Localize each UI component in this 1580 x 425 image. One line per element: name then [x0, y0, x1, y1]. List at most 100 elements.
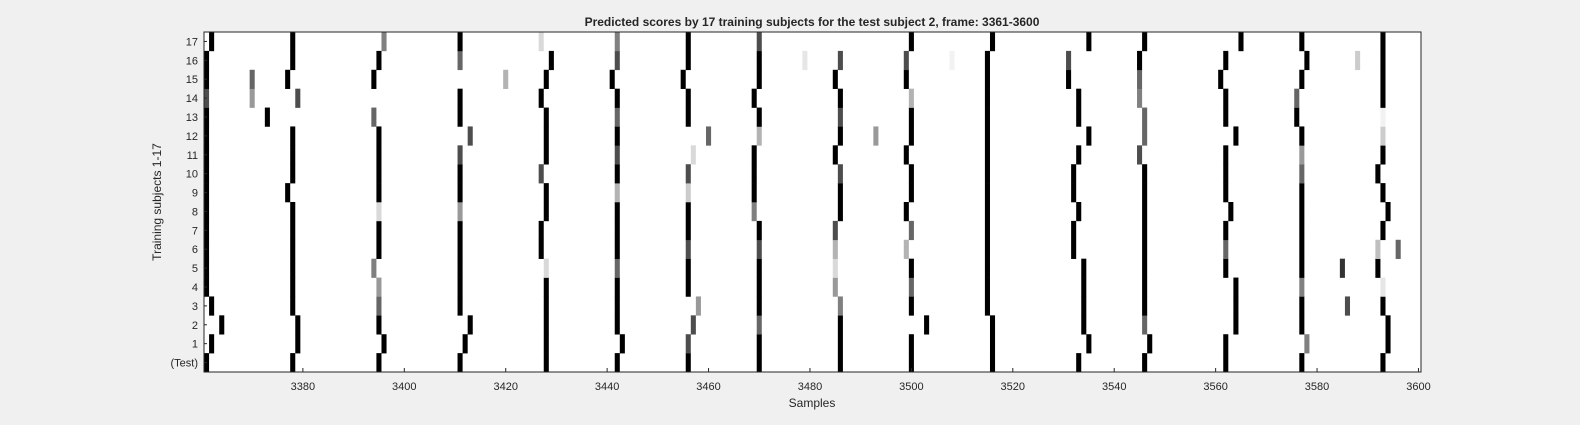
heatmap-cell: [614, 258, 620, 278]
plot-area: [204, 32, 1421, 372]
heatmap-cell: [989, 315, 996, 335]
y-tick-label: 7: [192, 225, 198, 237]
heatmap-cell: [685, 50, 691, 71]
heatmap-cell: [706, 126, 712, 146]
heatmap-cell: [457, 258, 463, 278]
heatmap-cell: [1299, 145, 1305, 165]
heatmap-cell: [1137, 88, 1143, 108]
heatmap-cell: [1071, 183, 1077, 203]
y-tick-label: 5: [192, 263, 198, 275]
heatmap-cell: [1299, 315, 1305, 335]
heatmap-cell: [1380, 145, 1386, 165]
heatmap-cell: [984, 277, 990, 297]
heatmap-cell: [457, 88, 463, 108]
heatmap-cell: [756, 277, 762, 297]
x-tick-label: 3520: [1001, 381, 1025, 393]
y-tick-label: 3: [192, 301, 198, 313]
heatmap-cell: [538, 88, 544, 108]
y-tick-label: 6: [192, 244, 198, 256]
heatmap-cell: [984, 88, 990, 108]
heatmap-cell: [1344, 296, 1351, 316]
heatmap-cell: [249, 69, 255, 89]
y-tick-label: 15: [186, 74, 198, 86]
heatmap-cell: [984, 69, 990, 89]
y-tick-label: 8: [192, 206, 198, 218]
heatmap-cell: [1142, 164, 1148, 184]
y-tick-label: (Test): [171, 358, 199, 370]
heatmap-cell: [614, 183, 620, 203]
heatmap-cell: [802, 50, 808, 71]
heatmap-cell: [1223, 145, 1229, 165]
heatmap-cell: [685, 239, 691, 259]
heatmap-cell: [832, 277, 838, 297]
heatmap-cell: [543, 334, 549, 354]
heatmap-cell: [908, 164, 914, 184]
heatmap-cell: [457, 164, 463, 184]
heatmap-cell: [1147, 334, 1153, 354]
heatmap-cell: [1380, 353, 1386, 373]
heatmap-cell: [457, 277, 463, 297]
heatmap-cell: [680, 69, 686, 89]
heatmap-cell: [1380, 296, 1386, 316]
heatmap-cell: [1375, 239, 1381, 259]
heatmap-cell: [543, 107, 549, 127]
heatmap-cell: [1380, 220, 1386, 241]
heatmap-cell: [756, 296, 762, 316]
heatmap-cell: [538, 239, 544, 259]
heatmap-cell: [543, 353, 549, 373]
heatmap-cell: [1385, 202, 1391, 222]
heatmap-cell: [376, 353, 382, 373]
heatmap-cell: [457, 239, 463, 259]
heatmap-cell: [1071, 220, 1077, 241]
heatmap-cell: [1081, 296, 1087, 316]
heatmap-cell: [690, 145, 696, 165]
heatmap-cell: [1375, 164, 1381, 184]
heatmap-cell: [1299, 277, 1305, 297]
heatmap-cell: [1223, 183, 1229, 203]
heatmap-cell: [381, 334, 387, 354]
heatmap-cell: [685, 107, 691, 127]
heatmap-cell: [1385, 315, 1391, 335]
heatmap-cell: [984, 183, 990, 203]
heatmap-cell: [832, 145, 838, 165]
heatmap-cell: [376, 126, 382, 146]
heatmap-cell: [614, 126, 620, 146]
heatmap-cell: [751, 183, 757, 203]
x-tick-label: 3500: [899, 381, 923, 393]
heatmap-cell: [614, 88, 620, 108]
plot-frame: [203, 31, 1422, 373]
heatmap-cell: [209, 32, 215, 52]
heatmap-cell: [376, 239, 382, 259]
heatmap-cell: [285, 183, 291, 203]
heatmap-cell: [285, 69, 291, 89]
heatmap-cell: [837, 50, 843, 71]
heatmap-cell: [1142, 107, 1148, 127]
heatmap-cell: [1076, 88, 1082, 108]
heatmap-cell: [614, 220, 620, 241]
heatmap-cell: [1380, 88, 1386, 108]
y-tick-label: 11: [187, 150, 198, 162]
heatmap-cell: [290, 296, 296, 316]
heatmap-cell: [1137, 69, 1143, 89]
heatmap-cell: [1066, 69, 1072, 89]
heatmap-cell: [1223, 258, 1229, 278]
heatmap-cell: [1380, 126, 1386, 146]
heatmap-cell: [1233, 277, 1239, 297]
heatmap-cell: [1299, 69, 1305, 89]
heatmap-cell: [376, 50, 382, 71]
heatmap-cell: [619, 334, 625, 354]
heatmap-cell: [1076, 202, 1082, 222]
heatmap-cell: [219, 315, 225, 335]
heatmap-cell: [290, 50, 296, 71]
heatmap-cell: [685, 353, 691, 373]
heatmap-cell: [1385, 334, 1391, 354]
heatmap-cell: [1294, 88, 1300, 108]
heatmap-cell: [1223, 50, 1229, 71]
heatmap-cell: [751, 145, 757, 165]
heatmap-cell: [543, 277, 549, 297]
heatmap-cell: [908, 334, 914, 354]
heatmap-cell: [457, 50, 463, 71]
heatmap-cell: [1299, 202, 1305, 222]
heatmap-cell: [381, 32, 387, 52]
